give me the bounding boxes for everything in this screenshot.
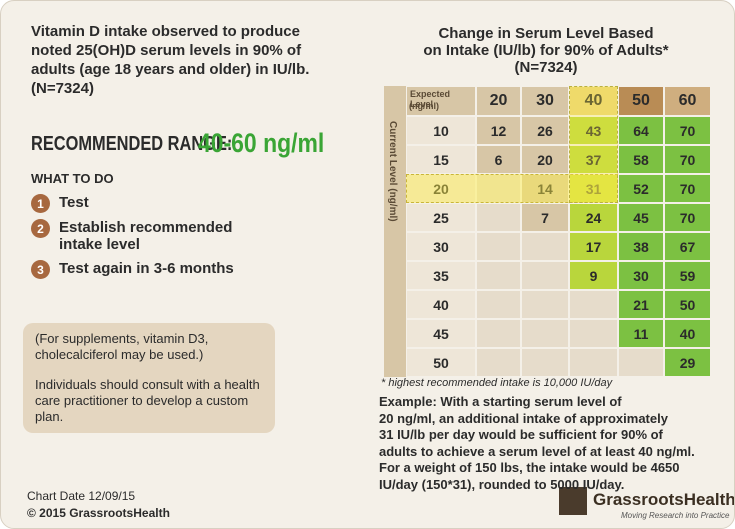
step-number: 1 bbox=[31, 194, 50, 213]
row-header: 10 bbox=[406, 116, 476, 145]
row-highlight bbox=[406, 174, 618, 203]
table-cell bbox=[521, 348, 569, 377]
example-line: IU/day (150*31), rounded to 5000 IU/day. bbox=[379, 476, 625, 492]
table-cell: 38 bbox=[618, 232, 664, 261]
table-cell: 11 bbox=[618, 319, 664, 348]
column-header: 30 bbox=[521, 86, 569, 116]
logo-name: GrassrootsHealth bbox=[593, 490, 735, 509]
table-title: Change in Serum Level Based bbox=[438, 25, 654, 42]
example-line: adults to achieve a serum level of at le… bbox=[379, 443, 695, 459]
row-header: 25 bbox=[406, 203, 476, 232]
table-cell: 17 bbox=[569, 232, 618, 261]
table-cell: 45 bbox=[618, 203, 664, 232]
footnote: * highest recommended intake is 10,000 I… bbox=[381, 377, 613, 389]
table-cell: 70 bbox=[664, 174, 711, 203]
example-line: Example: With a starting serum level of bbox=[379, 394, 622, 409]
table-cell: 64 bbox=[618, 116, 664, 145]
table-cell bbox=[569, 290, 618, 319]
row-header: 50 bbox=[406, 348, 476, 377]
column-highlight bbox=[569, 86, 618, 203]
table-cell: 21 bbox=[618, 290, 664, 319]
row-header: 15 bbox=[406, 145, 476, 174]
logo-tagline: Moving Research into Practice bbox=[621, 511, 730, 520]
table-cell bbox=[476, 348, 521, 377]
table-cell bbox=[521, 319, 569, 348]
note-text: Individuals should consult with a health… bbox=[35, 377, 260, 424]
chart-date: Chart Date 12/09/15 bbox=[27, 489, 136, 503]
table-cell bbox=[476, 290, 521, 319]
table-cell: 30 bbox=[618, 261, 664, 290]
row-header: 30 bbox=[406, 232, 476, 261]
table-cell bbox=[569, 348, 618, 377]
table-cell: 20 bbox=[521, 145, 569, 174]
intro-line: (N=7324) bbox=[31, 80, 94, 97]
row-header: 45 bbox=[406, 319, 476, 348]
table-cell: 24 bbox=[569, 203, 618, 232]
row-header: 35 bbox=[406, 261, 476, 290]
table-cell: 70 bbox=[664, 116, 711, 145]
example-line: 20 ng/ml, an additional intake of approx… bbox=[379, 410, 668, 426]
copyright: © 2015 GrassrootsHealth bbox=[27, 506, 170, 520]
table-title: (N=7324) bbox=[514, 59, 578, 76]
recommended-label: RECOMMENDED RANGE: bbox=[31, 133, 233, 155]
table-cell: 67 bbox=[664, 232, 711, 261]
table-cell: 9 bbox=[569, 261, 618, 290]
table-cell bbox=[476, 261, 521, 290]
table-cell: 52 bbox=[618, 174, 664, 203]
table-title: on Intake (IU/lb) for 90% of Adults* bbox=[423, 42, 669, 59]
note-box bbox=[23, 323, 275, 433]
table-cell: 26 bbox=[521, 116, 569, 145]
column-header: 50 bbox=[618, 86, 664, 116]
row-header-label: Current Level (ng/ml) bbox=[387, 121, 398, 222]
column-header-label: Expected Level bbox=[406, 86, 476, 116]
column-header: 20 bbox=[476, 86, 521, 116]
table-cell bbox=[476, 232, 521, 261]
table-cell bbox=[521, 290, 569, 319]
step-number: 3 bbox=[31, 260, 50, 279]
intro-line: adults (age 18 years and older) in IU/lb… bbox=[31, 61, 310, 78]
recommended-value: 40-60 ng/ml bbox=[198, 128, 325, 158]
step-text: Establish recommended intake level bbox=[59, 219, 233, 253]
column-header-unit: (ng/ml) bbox=[409, 101, 439, 111]
note-text: (For supplements, vitamin D3, cholecalci… bbox=[35, 331, 209, 362]
table-cell: 6 bbox=[476, 145, 521, 174]
table-cell: 59 bbox=[664, 261, 711, 290]
table-cell: 58 bbox=[618, 145, 664, 174]
table-cell: 50 bbox=[664, 290, 711, 319]
example-line: For a weight of 150 lbs, the intake woul… bbox=[379, 460, 680, 475]
table-cell bbox=[521, 232, 569, 261]
step-number: 2 bbox=[31, 219, 50, 238]
row-header: 40 bbox=[406, 290, 476, 319]
logo-icon bbox=[559, 487, 587, 515]
table-cell: 40 bbox=[664, 319, 711, 348]
table-cell: 29 bbox=[664, 348, 711, 377]
table-cell bbox=[569, 319, 618, 348]
table-cell bbox=[618, 348, 664, 377]
step-text: Test bbox=[59, 194, 89, 211]
table-cell: 12 bbox=[476, 116, 521, 145]
row-header-strip bbox=[384, 86, 406, 377]
what-to-do-heading: WHAT TO DO bbox=[31, 171, 114, 186]
intro-line: noted 25(OH)D serum levels in 90% of bbox=[31, 42, 302, 59]
intro-line: Vitamin D intake observed to produce bbox=[31, 23, 300, 40]
table-cell bbox=[521, 261, 569, 290]
table-cell: 70 bbox=[664, 145, 711, 174]
table-cell: 70 bbox=[664, 203, 711, 232]
table-cell bbox=[476, 203, 521, 232]
example-line: 31 IU/lb per day would be sufficient for… bbox=[379, 427, 663, 442]
column-header: 60 bbox=[664, 86, 711, 116]
table-cell bbox=[476, 319, 521, 348]
step-text: Test again in 3-6 months bbox=[59, 260, 234, 277]
table-cell: 7 bbox=[521, 203, 569, 232]
